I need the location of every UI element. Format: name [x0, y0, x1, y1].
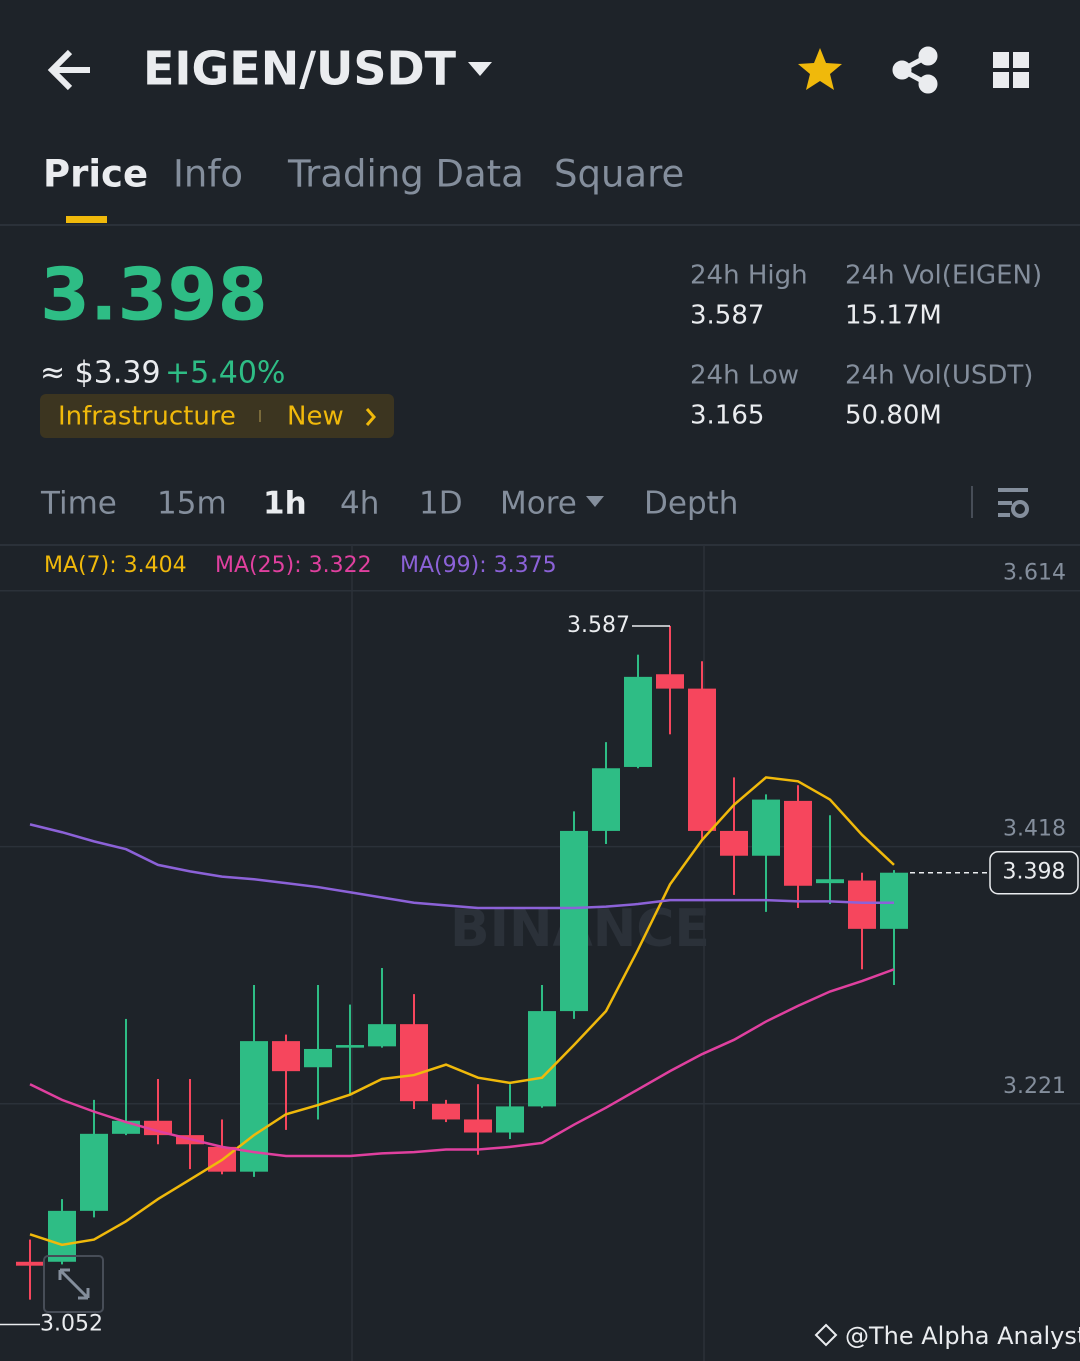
y-tick-label: 3.221: [1003, 1074, 1066, 1099]
candle-body: [752, 799, 780, 856]
tab[interactable]: Price: [43, 153, 148, 196]
credit: @The Alpha Analyst: [845, 1322, 1080, 1350]
expand-icon[interactable]: [43, 1255, 104, 1313]
grid-icon[interactable]: [993, 52, 1029, 88]
y-tick-label: 3.614: [1003, 561, 1066, 586]
pair-dropdown[interactable]: [468, 62, 492, 76]
interval[interactable]: Depth: [644, 486, 738, 522]
tab[interactable]: Info: [173, 153, 243, 196]
back-button[interactable]: [47, 49, 90, 91]
high-marker-label: 3.587: [567, 613, 630, 638]
last-price-label: 3.398: [1003, 860, 1066, 885]
tab-indicator: [66, 216, 107, 223]
candle-body: [624, 676, 652, 767]
more-dropdown[interactable]: [586, 496, 604, 507]
tag-box[interactable]: [40, 394, 394, 438]
share-icon[interactable]: [892, 46, 938, 94]
candle-body: [400, 1024, 428, 1102]
y-tick-label: 3.418: [1003, 817, 1066, 842]
stat-label: 24h Low: [690, 361, 799, 391]
favorite-star[interactable]: [798, 48, 842, 90]
interval[interactable]: 4h: [340, 486, 379, 522]
interval[interactable]: More: [500, 486, 577, 522]
candle-body: [784, 800, 812, 886]
candle-body: [16, 1261, 44, 1266]
tab[interactable]: Trading Data: [287, 153, 524, 196]
candle-body: [432, 1103, 460, 1120]
stat-value: 3.165: [690, 401, 764, 431]
ma-line: [29, 823, 894, 910]
last-price: 3.398: [40, 253, 268, 337]
legend-entry: MA(25): 3.322: [215, 553, 372, 578]
last-price-box: [989, 850, 1079, 895]
interval[interactable]: Time: [40, 486, 117, 522]
candle-body: [304, 1048, 332, 1068]
candle-body: [880, 872, 908, 929]
candle-body: [816, 879, 844, 884]
tag-arrow: [365, 408, 376, 426]
candle-body: [496, 1106, 524, 1133]
tab[interactable]: Square: [554, 153, 684, 196]
tag[interactable]: New: [287, 402, 344, 432]
legend-entry: MA(7): 3.404: [44, 553, 187, 578]
candle-body: [720, 830, 748, 856]
candle-body: [48, 1210, 76, 1262]
interval[interactable]: 1D: [419, 486, 463, 522]
candle-body: [80, 1133, 108, 1211]
credit-icon: [814, 1323, 838, 1347]
interval[interactable]: 15m: [157, 486, 227, 522]
candle-body: [144, 1120, 172, 1136]
candle-body: [592, 768, 620, 831]
stat-value: 50.80M: [845, 401, 942, 431]
chart-settings-icon[interactable]: [998, 488, 1029, 518]
candle-body: [656, 674, 684, 689]
candle-body: [336, 1045, 364, 1048]
ma-line: [29, 776, 895, 1247]
pair-title[interactable]: EIGEN/USDT: [143, 42, 457, 96]
stat-value: 3.587: [690, 301, 764, 331]
stat-label: 24h Vol(EIGEN): [845, 261, 1042, 291]
candle-body: [528, 1011, 556, 1107]
candle-body: [560, 830, 588, 1012]
candle-body: [272, 1041, 300, 1072]
candle-body: [368, 1024, 396, 1047]
legend-entry: MA(99): 3.375: [400, 553, 557, 578]
stat-label: 24h High: [690, 261, 808, 291]
low-marker-label: 3.052: [40, 1311, 103, 1336]
stat-label: 24h Vol(USDT): [845, 361, 1033, 391]
candle-body: [848, 880, 876, 929]
price-change: +5.40%: [165, 356, 285, 391]
ma-line: [29, 968, 895, 1158]
usd-price: ≈ $3.39: [40, 356, 161, 391]
stat-value: 15.17M: [845, 301, 942, 331]
interval[interactable]: 1h: [263, 486, 307, 522]
candle-body: [688, 688, 716, 831]
candle-body: [464, 1119, 492, 1133]
tag[interactable]: Infrastructure: [58, 402, 236, 432]
